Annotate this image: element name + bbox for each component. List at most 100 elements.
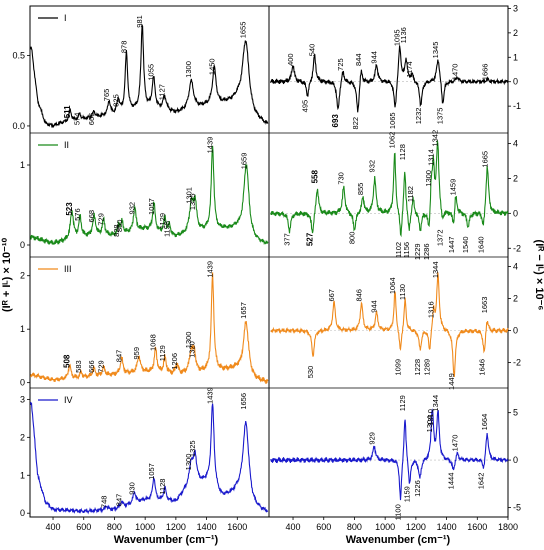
left-peak-label-828: 828: [112, 224, 121, 237]
right-y-tick-label: -2: [513, 357, 521, 367]
right-y-tick-label: 2: [513, 173, 518, 183]
left-x-tick-label: 1200: [166, 522, 186, 532]
left-spectrum-I: [30, 23, 269, 129]
left-peak-label-1300: 1300: [184, 332, 193, 349]
left-y-tick-label: 0: [20, 378, 25, 388]
left-peak-label-1300: 1300: [184, 61, 193, 78]
right-peak-label-800: 800: [347, 232, 356, 245]
legend-label-II: II: [64, 140, 69, 150]
right-peak-label-1642: 1642: [477, 473, 486, 490]
right-x-tick-label: 1800: [498, 522, 518, 532]
right-peak-label-1646: 1646: [477, 359, 486, 376]
right-peak-label-822: 822: [351, 117, 360, 130]
left-peak-label-523: 523: [65, 202, 74, 216]
right-peak-label-540: 540: [307, 44, 316, 57]
right-peak-label-1174: 1174: [405, 61, 414, 77]
left-peak-label-1325: 1325: [188, 440, 197, 457]
right-peak-label-1375: 1375: [436, 108, 445, 125]
left-peak-label-932: 932: [128, 202, 137, 215]
right-peak-label-377: 377: [283, 233, 292, 246]
right-peak-label-1095: 1095: [393, 29, 402, 46]
right-spectrum-IV: [270, 408, 509, 501]
right-x-tick-label: 1600: [467, 522, 487, 532]
right-y-tick-label: -2: [513, 243, 521, 253]
left-peak-label-729: 729: [97, 213, 106, 226]
right-peak-label-1099: 1099: [393, 359, 402, 376]
right-peak-label-1449: 1449: [447, 373, 456, 390]
right-peak-label-558: 558: [310, 169, 319, 183]
right-peak-label-944: 944: [370, 300, 379, 313]
right-peak-label-1136: 1136: [399, 27, 408, 43]
left-x-tick-label: 1600: [227, 522, 247, 532]
right-peak-label-844: 844: [354, 53, 363, 66]
right-peak-label-1663: 1663: [480, 297, 489, 314]
left-peak-label-1659: 1659: [239, 153, 248, 170]
right-x-tick-label: 400: [286, 522, 301, 532]
left-peak-label-576: 576: [73, 208, 82, 221]
right-peak-label-1128: 1128: [398, 144, 407, 160]
right-peak-label-1156: 1156: [402, 242, 411, 258]
right-peak-label-693: 693: [331, 114, 340, 128]
right-peak-label-929: 929: [367, 432, 376, 445]
left-peak-label-729: 729: [97, 360, 106, 373]
left-x-tick-label: 800: [107, 522, 122, 532]
right-peak-label-1314: 1314: [426, 149, 435, 166]
left-peak-label-508: 508: [63, 354, 72, 368]
left-spectrum-III: [30, 272, 269, 384]
left-peak-label-583: 583: [74, 360, 83, 373]
legend-label-III: III: [64, 264, 72, 274]
right-peak-label-1344: 1344: [431, 395, 440, 412]
left-peak-label-1325: 1325: [188, 193, 197, 210]
legend-label-IV: IV: [64, 395, 73, 405]
left-peak-label-666: 666: [87, 113, 96, 126]
right-y-tick-label: 3: [513, 3, 518, 13]
legend-label-I: I: [64, 13, 67, 23]
right-peak-label-1470: 1470: [450, 435, 459, 452]
right-y-tick-label: 0: [513, 208, 518, 218]
left-peak-label-847: 847: [115, 494, 124, 507]
right-peak-label-1100: 1100: [393, 504, 402, 520]
right-peak-label-1316: 1316: [427, 301, 436, 318]
right-peak-label-1102: 1102: [394, 242, 403, 258]
right-y-tick-label: 4: [513, 138, 518, 148]
right-peak-label-1459: 1459: [449, 179, 458, 196]
right-peak-label-944: 944: [370, 51, 379, 64]
left-y-tick-label: 1: [20, 324, 25, 334]
right-peak-label-846: 846: [355, 289, 364, 302]
left-peak-label-1655: 1655: [239, 22, 248, 39]
left-peak-label-1128: 1128: [158, 479, 167, 495]
right-x-tick-label: 1400: [437, 522, 457, 532]
left-peak-label-1057: 1057: [147, 198, 156, 215]
left-peak-label-1450: 1450: [207, 58, 216, 75]
right-peak-label-1372: 1372: [435, 229, 444, 246]
right-peak-label-725: 725: [336, 58, 345, 71]
left-peak-label-1301: 1301: [184, 187, 193, 204]
left-peak-label-1127: 1127: [158, 84, 167, 100]
right-peak-label-1300: 1300: [424, 170, 433, 187]
right-x-axis-label: Wavenumber (cm⁻¹): [346, 534, 451, 546]
right-peak-label-1666: 1666: [480, 64, 489, 81]
left-spectrum-II: [30, 145, 269, 246]
left-spectrum-IV: [30, 401, 269, 515]
right-peak-label-1228: 1228: [413, 359, 422, 376]
right-y-axis-label: (Iᴿ − Iᴸ) × 10⁻⁶: [533, 240, 544, 311]
right-y-tick-label: 5: [513, 408, 518, 418]
left-peak-label-1129: 1129: [158, 345, 167, 361]
right-y-tick-label: 2: [513, 294, 518, 304]
right-peak-label-1229: 1229: [413, 243, 422, 260]
right-y-tick-label: 0: [513, 455, 518, 465]
left-y-tick-label: 3: [20, 394, 25, 404]
left-peak-label-1057: 1057: [147, 463, 156, 480]
left-y-tick-label: 2: [20, 271, 25, 281]
right-peak-label-1304: 1304: [425, 416, 434, 433]
right-spectrum-III: [270, 272, 509, 378]
right-x-tick-label: 1000: [375, 522, 395, 532]
left-y-tick-label: 1: [20, 160, 25, 170]
left-peak-label-981: 981: [135, 15, 144, 28]
left-peak-label-1206: 1206: [170, 353, 179, 370]
left-y-tick-label: 2: [20, 432, 25, 442]
right-peak-label-1286: 1286: [422, 243, 431, 260]
right-peak-label-1344: 1344: [431, 261, 440, 278]
left-y-tick-label: 0.0: [12, 121, 25, 131]
